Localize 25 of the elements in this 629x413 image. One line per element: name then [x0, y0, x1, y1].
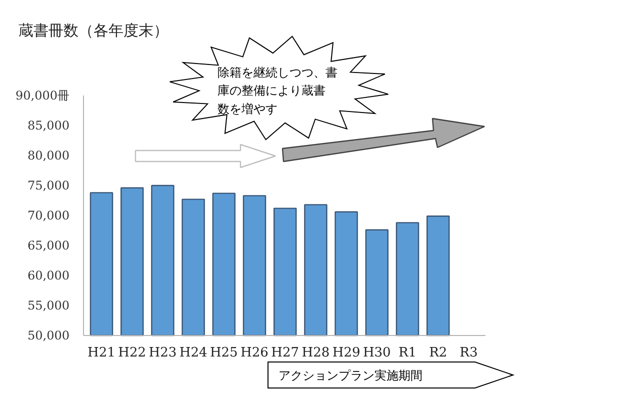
x-tick-label: H24	[179, 346, 208, 360]
x-tick-label: H22	[118, 346, 146, 360]
y-tick-label: 75,000	[28, 178, 70, 192]
y-tick-label: 65,000	[28, 238, 70, 252]
chart-title: 蔵書冊数（各年度末）	[18, 22, 168, 40]
y-tick-label: 60,000	[28, 268, 70, 282]
x-tick-label: H25	[210, 346, 238, 360]
text: アクションプラン実施期間	[278, 368, 422, 382]
x-tick-label: H28	[302, 346, 330, 360]
x-tick-label: R3	[460, 346, 478, 360]
x-tick-label: R2	[429, 346, 448, 360]
x-tick-label: H30	[362, 346, 391, 360]
annotation: 除籍を継続しつつ、書庫の整備により蔵書数を増やす	[218, 66, 338, 116]
x-tick-label: R1	[398, 346, 417, 360]
x-tick-label: H29	[332, 346, 360, 360]
x-tick-label: H23	[148, 346, 177, 360]
y-tick-label: 55,000	[28, 298, 70, 312]
y-tick-label: 90,000冊	[16, 88, 70, 102]
y-tick-label: 80,000	[28, 148, 70, 162]
x-tick-label: H27	[271, 346, 300, 360]
x-tick-label: H26	[240, 346, 268, 360]
y-tick-label: 85,000	[28, 118, 70, 132]
x-tick-label: H21	[88, 346, 116, 360]
y-tick-label: 70,000	[28, 208, 70, 222]
y-tick-label: 50,000	[28, 328, 70, 342]
